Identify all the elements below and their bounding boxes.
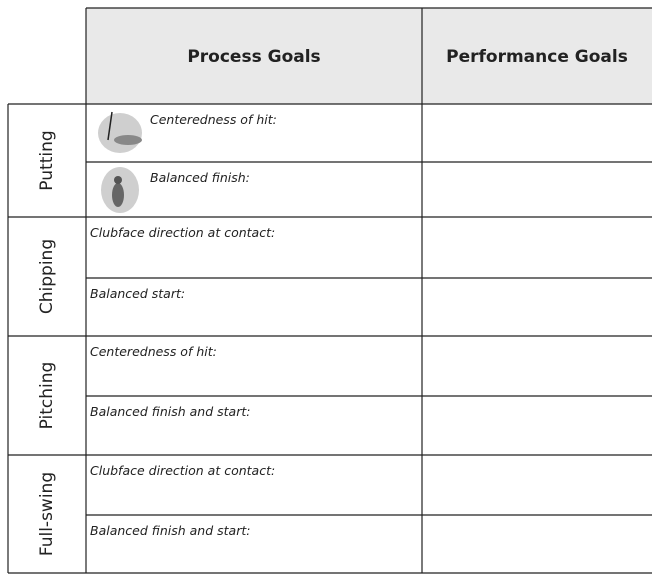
row-group-label: Pitching [37,362,57,430]
cell-text: Balanced finish: [150,170,250,185]
row-group-label: Putting [37,130,57,190]
cell-text: Balanced start: [90,286,185,301]
header-background [86,8,652,104]
cell-text: Balanced finish and start: [90,404,250,419]
column-header: Process Goals [187,47,320,67]
row-group-label: Chipping [37,239,57,314]
cell-text: Balanced finish and start: [90,523,250,538]
finish-icon [101,167,139,213]
cell-text: Clubface direction at contact: [90,463,275,478]
putting-icon [98,111,142,153]
row-group-label: Full-swing [37,472,57,556]
column-header: Performance Goals [446,47,628,67]
cell-text: Centeredness of hit: [150,112,277,127]
cell-text: Centeredness of hit: [90,344,217,359]
cell-text: Clubface direction at contact: [90,225,275,240]
